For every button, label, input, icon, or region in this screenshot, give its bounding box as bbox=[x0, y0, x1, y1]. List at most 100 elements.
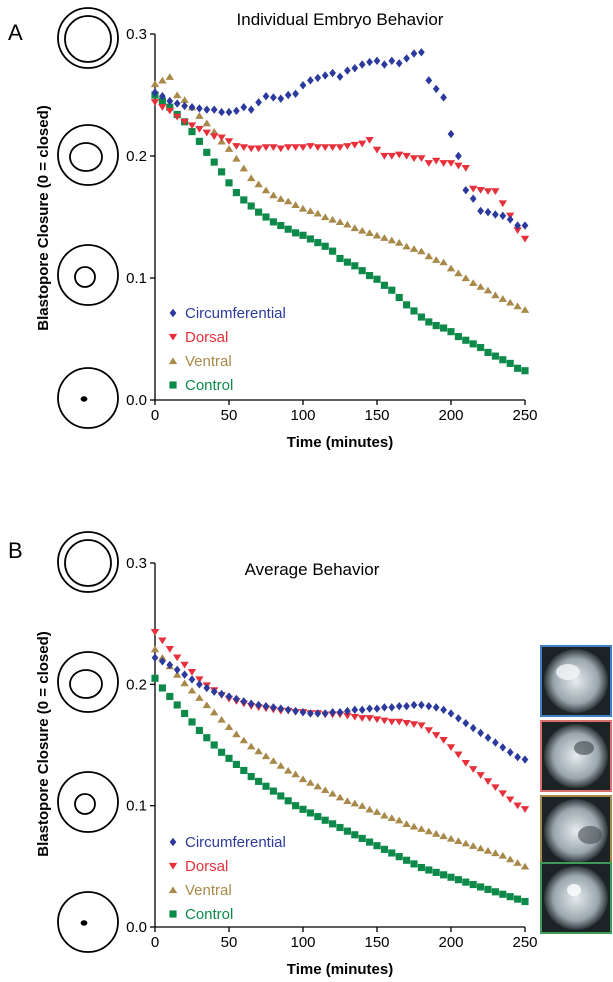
data-point bbox=[358, 226, 367, 234]
panel-b-title: Average Behavior bbox=[245, 560, 380, 579]
data-point bbox=[277, 94, 285, 103]
data-point bbox=[506, 855, 515, 863]
data-point bbox=[513, 859, 522, 866]
data-point bbox=[373, 56, 381, 66]
data-point bbox=[476, 187, 485, 194]
data-point bbox=[291, 770, 300, 778]
data-point bbox=[335, 218, 345, 226]
data-point bbox=[335, 793, 345, 801]
y-tick-label: 0.2 bbox=[126, 676, 147, 693]
data-point bbox=[432, 84, 440, 94]
data-point bbox=[254, 180, 263, 188]
data-point bbox=[240, 196, 248, 204]
data-point bbox=[284, 766, 293, 774]
data-point bbox=[284, 197, 293, 205]
data-point bbox=[344, 706, 351, 716]
data-point bbox=[195, 694, 204, 701]
data-point bbox=[158, 76, 167, 84]
data-point bbox=[469, 766, 478, 773]
data-point bbox=[276, 145, 285, 153]
legend-item-circumferential: Circumferential bbox=[169, 834, 286, 851]
data-point bbox=[506, 298, 515, 306]
data-point bbox=[388, 849, 396, 857]
data-point bbox=[284, 90, 292, 100]
data-point bbox=[239, 736, 248, 744]
data-point bbox=[492, 738, 499, 747]
data-point bbox=[403, 856, 411, 864]
data-point bbox=[298, 775, 308, 783]
photo-border bbox=[540, 720, 612, 792]
data-point bbox=[247, 174, 256, 182]
x-tick-label: 0 bbox=[151, 934, 159, 951]
photo-border bbox=[540, 862, 612, 934]
legend-label: Dorsal bbox=[185, 329, 228, 346]
data-point bbox=[166, 103, 174, 111]
data-point bbox=[150, 80, 160, 88]
data-point bbox=[351, 705, 359, 715]
data-point bbox=[217, 715, 226, 723]
data-point bbox=[358, 140, 367, 148]
data-point bbox=[210, 741, 218, 749]
data-point bbox=[506, 796, 515, 804]
panel-b-ylabel: Blastopore Closure (0 = closed) bbox=[35, 631, 52, 856]
data-point bbox=[329, 247, 337, 255]
data-point bbox=[491, 291, 500, 299]
data-point bbox=[395, 151, 404, 159]
data-point bbox=[195, 676, 204, 684]
data-point bbox=[336, 708, 344, 717]
data-point bbox=[277, 221, 285, 230]
data-point bbox=[498, 851, 507, 859]
blastopore-stage-closed-icon bbox=[57, 367, 119, 429]
blastopore-stage-closed-icon bbox=[57, 891, 119, 953]
data-point bbox=[372, 716, 382, 724]
data-point bbox=[417, 247, 426, 255]
data-point bbox=[366, 57, 373, 67]
data-point bbox=[373, 842, 381, 850]
data-point bbox=[365, 136, 374, 144]
data-point bbox=[299, 231, 307, 239]
data-point bbox=[425, 76, 433, 85]
data-point bbox=[447, 129, 455, 139]
data-point bbox=[351, 262, 359, 270]
data-point bbox=[150, 99, 160, 106]
data-point bbox=[358, 60, 366, 69]
data-point bbox=[343, 712, 352, 720]
data-point bbox=[492, 210, 499, 219]
legend-label: Ventral bbox=[185, 353, 232, 370]
data-point bbox=[306, 143, 315, 150]
legend-item-control: Control bbox=[169, 906, 233, 923]
data-point bbox=[173, 701, 181, 709]
x-tick-label: 50 bbox=[221, 407, 238, 424]
data-point bbox=[159, 657, 166, 666]
data-point bbox=[306, 809, 314, 817]
data-point bbox=[218, 748, 226, 756]
blastopore-stage-small-icon bbox=[57, 771, 119, 833]
data-point bbox=[262, 213, 270, 221]
panel-b-plot: 0 50 100 150 200 250 0.0 0.1 0.2 0.3 Circumferenti… bbox=[126, 555, 537, 951]
data-point bbox=[402, 242, 411, 250]
data-point bbox=[432, 830, 441, 837]
data-point bbox=[233, 694, 240, 704]
data-point bbox=[462, 185, 470, 195]
data-point bbox=[410, 700, 418, 710]
data-point bbox=[210, 687, 218, 696]
data-point bbox=[498, 790, 507, 798]
data-point bbox=[277, 792, 285, 800]
data-point bbox=[417, 722, 426, 730]
data-point bbox=[210, 128, 219, 135]
data-point bbox=[455, 151, 462, 161]
data-point bbox=[358, 802, 367, 809]
data-point bbox=[491, 352, 499, 360]
data-point bbox=[350, 799, 359, 807]
data-point bbox=[299, 708, 307, 717]
legend-label: Dorsal bbox=[185, 858, 228, 875]
data-point bbox=[240, 697, 248, 706]
data-point bbox=[454, 269, 463, 277]
embryo-photo-circumferential-icon bbox=[540, 645, 612, 717]
data-point bbox=[328, 144, 337, 152]
x-tick-label: 250 bbox=[512, 407, 537, 424]
data-point bbox=[409, 155, 419, 163]
data-point bbox=[380, 845, 388, 853]
data-point bbox=[165, 107, 174, 115]
data-point bbox=[233, 106, 240, 116]
